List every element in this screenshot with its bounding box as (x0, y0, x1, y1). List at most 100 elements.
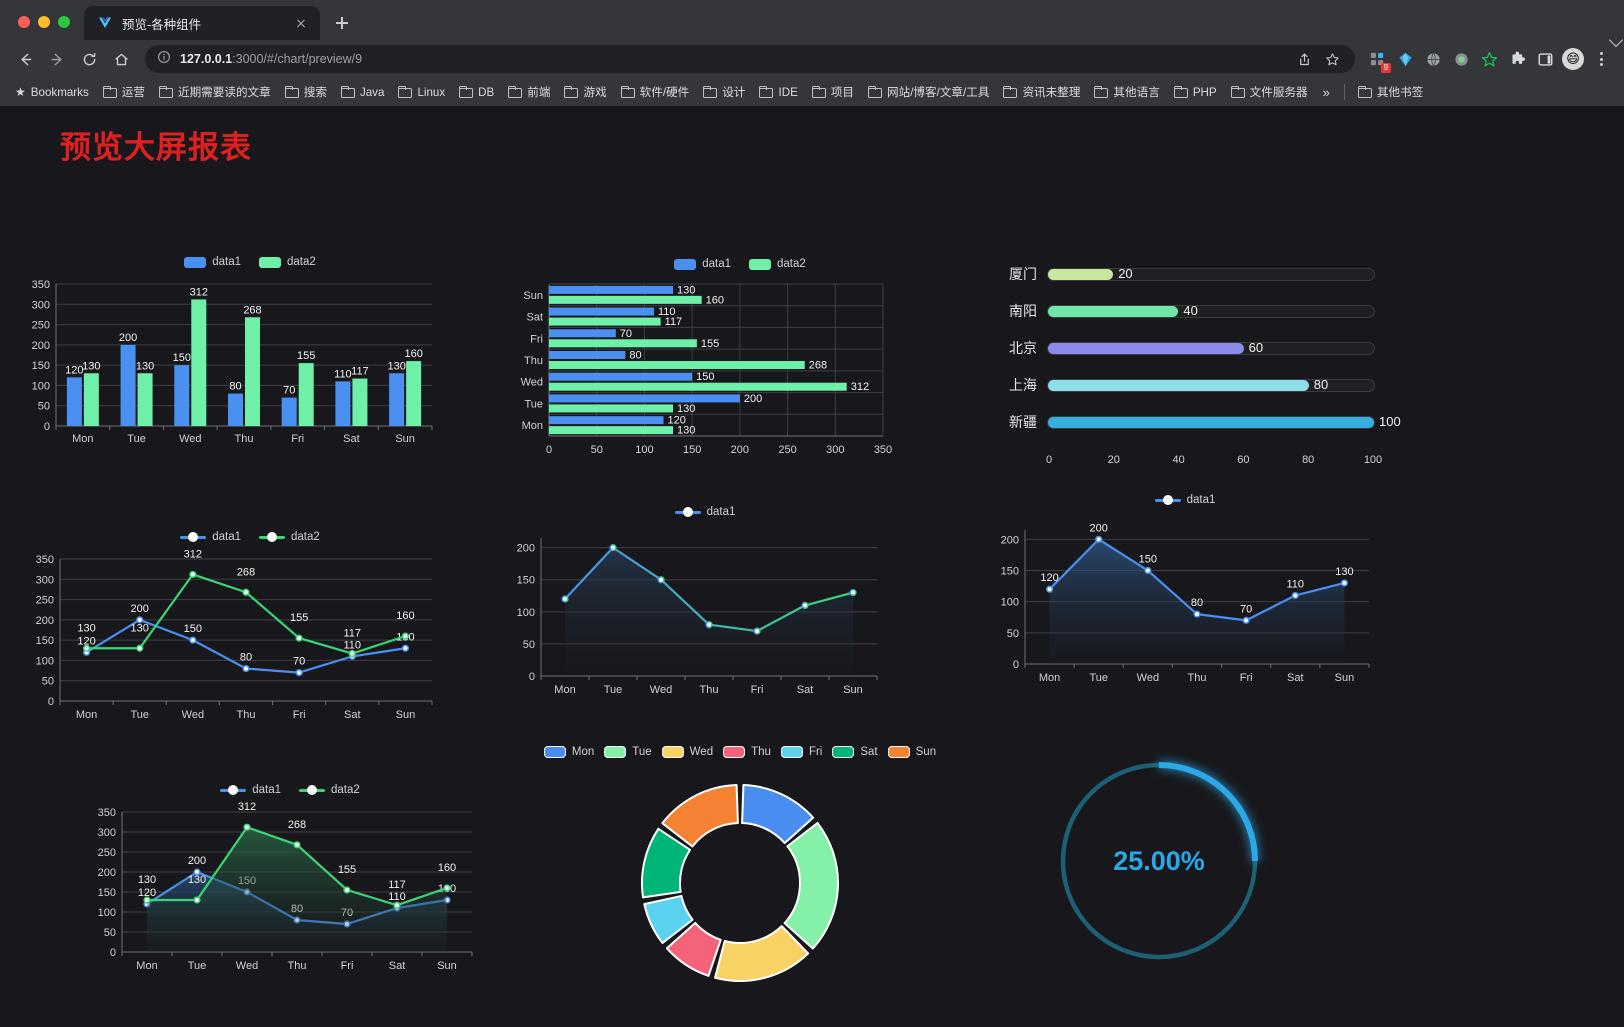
bookmark-label: 其他书签 (1376, 86, 1424, 99)
bookmark-folder-9[interactable]: 设计 (696, 81, 752, 103)
circle-extension-icon[interactable] (1448, 46, 1474, 72)
legend-item-thu[interactable]: Thu (723, 746, 771, 758)
legend-item-data1[interactable]: data1 (674, 258, 731, 270)
bookmark-folder-12[interactable]: 网站/博客/文章/工具 (861, 81, 996, 103)
pie-slice[interactable] (741, 784, 815, 845)
folder-icon (759, 86, 774, 98)
home-icon[interactable] (106, 44, 136, 74)
navigation-toolbar: 127.0.0.1:3000/#/chart/preview/9 9 (0, 40, 1624, 78)
gradient-line-chart: 0 50 100 150 200 Mon Tue Wed Thu Fri Sat Sun (517, 538, 878, 696)
close-window-button[interactable] (18, 16, 30, 28)
legend-item-data1[interactable]: data1 (674, 506, 735, 518)
svg-text:Fri: Fri (293, 709, 306, 721)
progress-bar-axis: 0 20 40 60 80 100 (1046, 454, 1382, 466)
legend-item-tue[interactable]: Tue (604, 746, 652, 758)
bookmark-folder-11[interactable]: 项目 (805, 81, 861, 103)
progress-bar-track[interactable]: 60 (1047, 340, 1375, 355)
data-point (189, 636, 197, 644)
pie-slice[interactable] (661, 784, 739, 848)
dual-area-chart-panel: data1 data2 (80, 784, 500, 999)
progress-bar-track[interactable]: 80 (1047, 377, 1375, 392)
back-arrow-icon[interactable] (10, 44, 40, 74)
bookmark-folder-1[interactable]: 近期需要读的文章 (152, 81, 278, 103)
progress-bar-row: 厦门 20 (995, 264, 1375, 284)
bookmark-folder-16[interactable]: 文件服务器 (1224, 81, 1315, 103)
svg-text:40: 40 (1172, 454, 1184, 466)
legend-swatch (184, 256, 207, 268)
bookmark-folder-2[interactable]: 搜索 (278, 81, 334, 103)
progress-bar-track[interactable]: 100 (1047, 414, 1401, 429)
pie-slice[interactable] (643, 894, 694, 945)
forward-arrow-icon[interactable] (42, 44, 72, 74)
tab-list-menu[interactable] (1610, 32, 1624, 40)
legend-item-data2[interactable]: data2 (749, 258, 806, 270)
legend-item-data1[interactable]: data1 (220, 784, 281, 796)
legend-item-data2[interactable]: data2 (259, 531, 320, 543)
legend-swatch (259, 532, 285, 543)
diamond-extension-icon[interactable] (1392, 46, 1418, 72)
svg-text:Tue: Tue (1089, 672, 1108, 684)
bookmark-folder-3[interactable]: Java (334, 83, 392, 102)
svg-text:Thu: Thu (524, 355, 543, 367)
avatar[interactable]: 😄 (1560, 46, 1586, 72)
address-bar[interactable]: 127.0.0.1:3000/#/chart/preview/9 (145, 45, 1355, 73)
bookmark-folder-7[interactable]: 游戏 (557, 81, 613, 103)
browser-tab[interactable]: 预览-各种组件 (84, 6, 320, 40)
legend-item-data2[interactable]: data2 (259, 256, 316, 268)
pie-slice[interactable] (665, 921, 722, 977)
svg-text:268: 268 (809, 360, 827, 372)
progress-bar-track[interactable]: 40 (1047, 303, 1375, 318)
pie-slice[interactable] (714, 925, 810, 982)
progress-bar-track[interactable]: 20 (1047, 266, 1375, 281)
bookmark-folder-10[interactable]: IDE (752, 83, 804, 102)
side-panel-icon[interactable] (1532, 46, 1558, 72)
folder-icon (620, 86, 635, 98)
bookmark-folder-4[interactable]: Linux (391, 83, 452, 102)
data-point (295, 634, 303, 642)
svg-text:117: 117 (344, 628, 362, 640)
gauge-progress-arc (1158, 762, 1258, 862)
maximize-window-button[interactable] (58, 16, 70, 28)
new-tab-button[interactable] (328, 9, 356, 37)
three-dot-menu-icon[interactable] (1588, 46, 1614, 72)
svg-text:Mon: Mon (76, 709, 97, 721)
bookmark-label: 近期需要读的文章 (177, 86, 271, 99)
grid-extension-icon[interactable]: 9 (1364, 46, 1391, 73)
pie-slice[interactable] (641, 827, 692, 899)
site-info-icon[interactable] (157, 50, 171, 69)
minimize-window-button[interactable] (38, 16, 50, 28)
bookmark-folder-14[interactable]: 其他语言 (1087, 81, 1166, 103)
horizontal-bar-chart: 1301601101177015580268150312200130120130… (521, 283, 892, 456)
svg-text:120: 120 (668, 415, 686, 427)
legend-item-data1[interactable]: data1 (1154, 494, 1215, 506)
globe-extension-icon[interactable] (1420, 46, 1446, 72)
bookmark-folder-5[interactable]: DB (452, 83, 501, 102)
other-bookmarks-folder[interactable]: 其他书签 (1351, 81, 1430, 103)
pie-slice[interactable] (783, 821, 839, 950)
svg-text:117: 117 (388, 879, 406, 891)
legend-item-data1[interactable]: data1 (180, 531, 241, 543)
svg-text:130: 130 (136, 360, 154, 372)
svg-text:150: 150 (36, 635, 54, 647)
bookmark-manager-entry[interactable]: ★ Bookmarks (8, 82, 96, 102)
puzzle-extensions-icon[interactable] (1504, 46, 1530, 72)
legend-item-fri[interactable]: Fri (780, 746, 822, 758)
bookmark-folder-0[interactable]: 运营 (96, 81, 152, 103)
share-icon[interactable] (1291, 46, 1317, 72)
legend-item-data1[interactable]: data1 (184, 256, 241, 268)
star-outline-icon[interactable] (1319, 46, 1345, 72)
reload-icon[interactable] (74, 44, 104, 74)
star-extension-icon[interactable] (1476, 46, 1502, 72)
legend-item-wed[interactable]: Wed (661, 746, 713, 758)
legend-item-sun[interactable]: Sun (887, 746, 936, 758)
bookmark-folder-8[interactable]: 软件/硬件 (614, 81, 697, 103)
bookmark-folder-13[interactable]: 资讯未整理 (996, 81, 1087, 103)
legend-item-mon[interactable]: Mon (543, 746, 594, 758)
legend-item-data2[interactable]: data2 (299, 784, 360, 796)
bookmarks-overflow-button[interactable]: » (1322, 84, 1330, 100)
bookmark-folder-15[interactable]: PHP (1167, 83, 1224, 102)
legend-item-sat[interactable]: Sat (832, 746, 878, 758)
svg-text:250: 250 (36, 595, 54, 607)
bookmark-folder-6[interactable]: 前端 (501, 81, 557, 103)
close-tab-button[interactable] (292, 14, 310, 32)
